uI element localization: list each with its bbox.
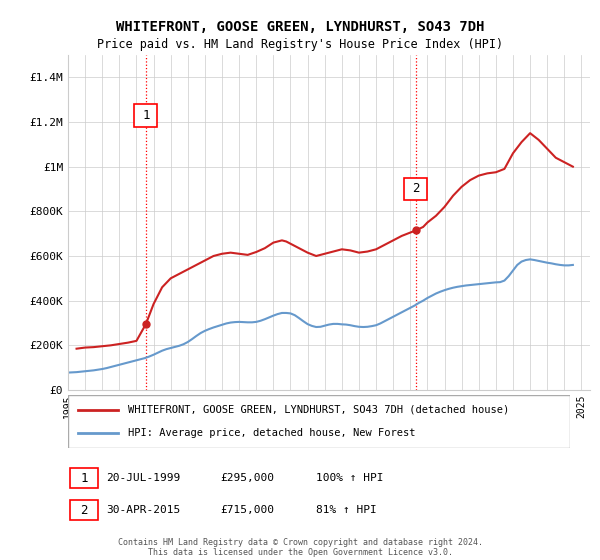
Text: 1: 1 [142,109,149,122]
Text: WHITEFRONT, GOOSE GREEN, LYNDHURST, SO43 7DH: WHITEFRONT, GOOSE GREEN, LYNDHURST, SO43… [116,20,484,34]
Text: 2: 2 [80,503,88,516]
Text: 2: 2 [412,183,419,195]
FancyBboxPatch shape [404,178,427,200]
Text: Price paid vs. HM Land Registry's House Price Index (HPI): Price paid vs. HM Land Registry's House … [97,38,503,51]
FancyBboxPatch shape [134,104,157,127]
Text: £715,000: £715,000 [220,505,274,515]
Text: 1: 1 [80,472,88,484]
Text: WHITEFRONT, GOOSE GREEN, LYNDHURST, SO43 7DH (detached house): WHITEFRONT, GOOSE GREEN, LYNDHURST, SO43… [128,405,509,415]
Text: 20-JUL-1999: 20-JUL-1999 [106,473,180,483]
FancyBboxPatch shape [68,395,570,448]
FancyBboxPatch shape [70,468,98,488]
FancyBboxPatch shape [70,500,98,520]
Text: £295,000: £295,000 [220,473,274,483]
Text: 30-APR-2015: 30-APR-2015 [106,505,180,515]
Text: 81% ↑ HPI: 81% ↑ HPI [316,505,377,515]
Text: HPI: Average price, detached house, New Forest: HPI: Average price, detached house, New … [128,428,416,438]
Text: 100% ↑ HPI: 100% ↑ HPI [316,473,383,483]
Text: Contains HM Land Registry data © Crown copyright and database right 2024.
This d: Contains HM Land Registry data © Crown c… [118,538,482,557]
